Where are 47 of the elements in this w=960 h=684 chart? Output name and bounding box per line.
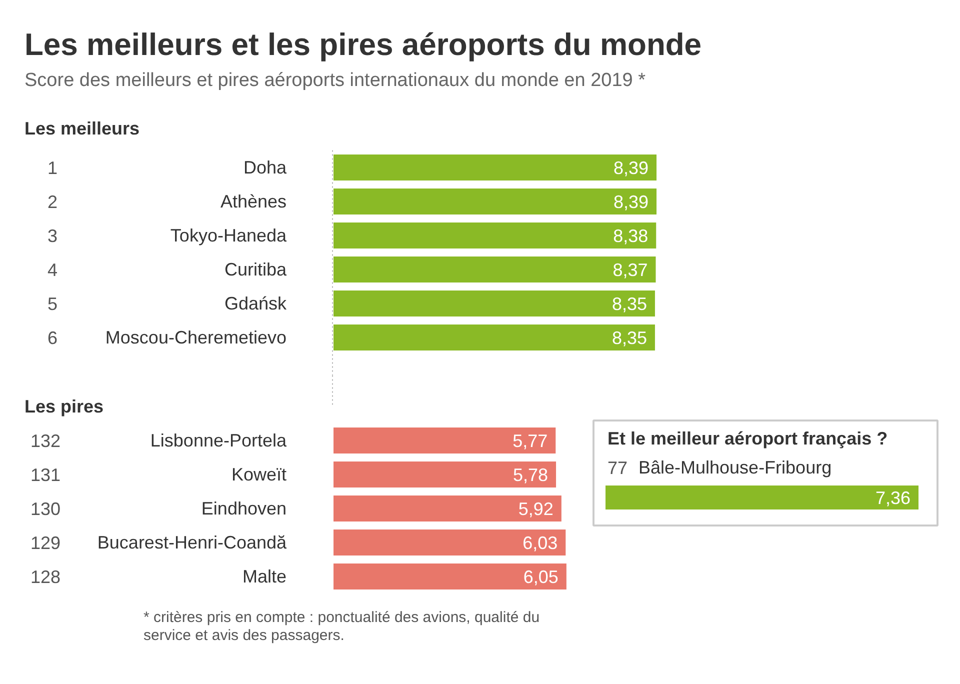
text: Les meilleurs [24,118,140,138]
annotation: 77 [608,458,628,478]
bar [334,462,556,488]
y-tick-label: Bucarest-Henri-Coandă [97,532,288,552]
y-tick-label: Eindhoven [201,498,287,518]
y-tick-label: Malte [242,566,286,586]
data-label: 5,78 [512,465,548,485]
text: 2 [47,192,58,212]
y-tick-label: Lisbonne-Portela [150,430,288,450]
data-label: 6,05 [523,567,558,587]
text: 130 [30,499,61,519]
bar [334,428,556,454]
data-label: 5,92 [518,499,554,519]
chart-subtitle: Score des meilleurs et pires aéroports internationaux du monde en 2019 * [24,70,646,91]
y-tick-label: Bâle-Mulhouse-Fribourg [638,458,832,478]
bar [334,496,562,522]
data-label: 8,38 [613,226,648,246]
bar [334,564,566,590]
chart-title: Les meilleurs et les pires aéroports du monde [24,27,702,62]
data-label: 8,35 [612,294,647,314]
text: 131 [30,465,61,485]
text: * critères pris en compte : ponctualité des avions, qualité du service et avis des passagers. [144,609,540,644]
y-tick-label: Curitiba [224,260,288,280]
data-label: 5,77 [512,431,548,451]
y-tick-label: Gdańsk [224,294,288,314]
text: 5 [47,294,58,314]
data-label: 8,35 [612,328,647,348]
y-tick-label: Doha [243,158,288,178]
text: 6 [47,328,58,348]
y-tick-label: Koweït [231,464,287,484]
text: 129 [30,533,61,553]
text: 3 [47,226,58,246]
y-tick-label: Moscou-Cheremetievo [105,328,287,348]
text: Les pires [24,396,104,416]
text: 1 [47,158,58,178]
text: 4 [47,260,58,280]
data-label: 8,39 [613,192,649,212]
data-label: 8,39 [613,158,649,178]
data-label: 7,36 [875,488,911,508]
text: 132 [30,431,61,451]
text: 128 [30,567,61,587]
y-tick-label: Athènes [220,192,287,212]
y-tick-label: Tokyo-Haneda [170,226,288,246]
data-label: 8,37 [612,260,648,280]
text: Et le meilleur aéroport français ? [608,428,888,448]
data-label: 6,03 [522,533,558,553]
bar [334,530,566,556]
